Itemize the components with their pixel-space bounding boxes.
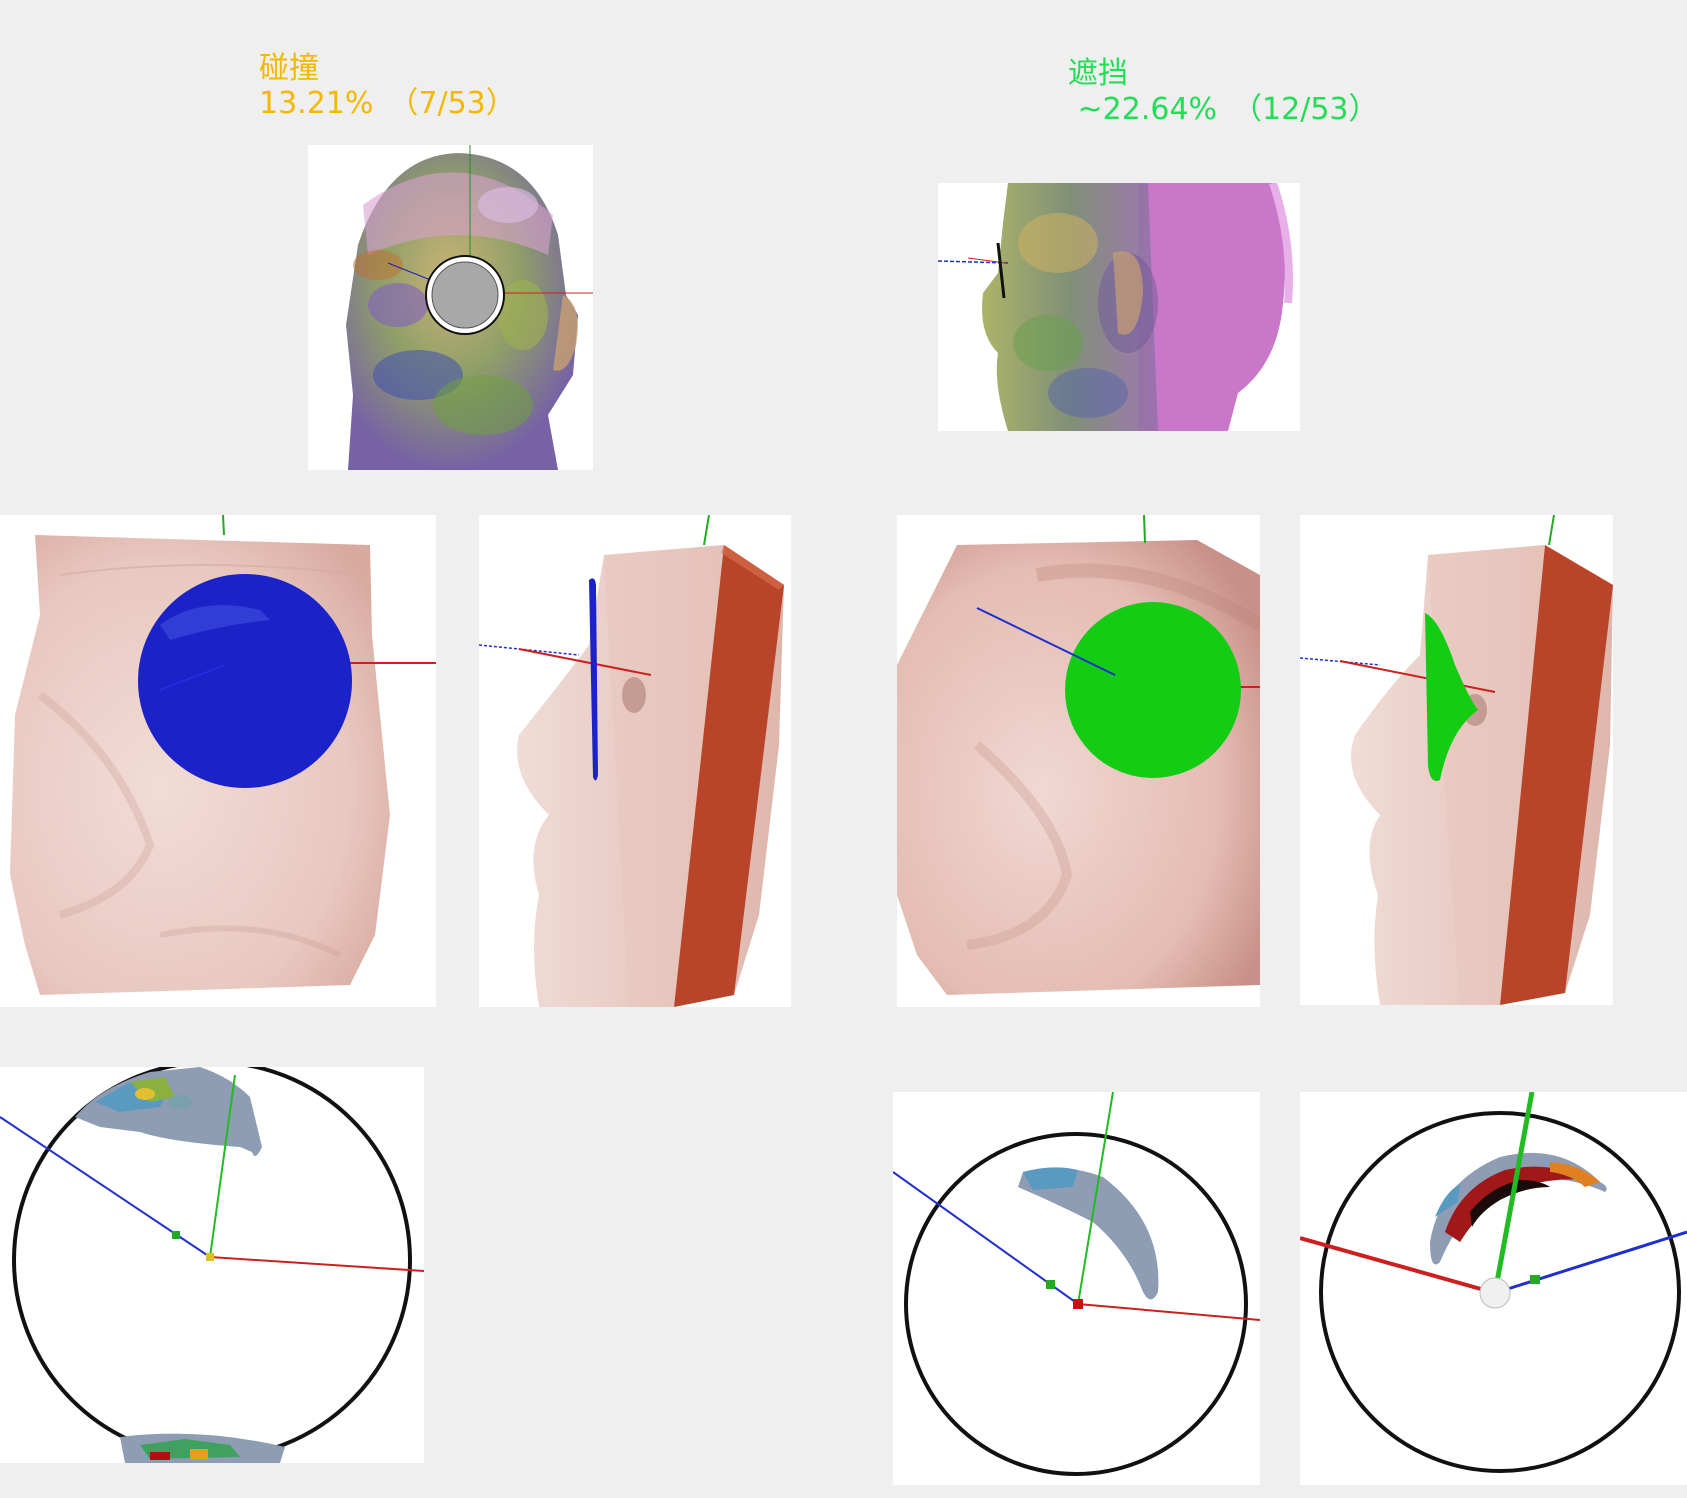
collision-marker-disc: [138, 574, 352, 788]
collision-projection-view: [0, 1067, 424, 1463]
collision-head-front-view: [308, 145, 593, 470]
occlusion-projection-view-a: [893, 1092, 1260, 1485]
occlusion-ratio: ~22.64% （12/53）: [1068, 92, 1379, 127]
occlusion-title: 遮挡: [1068, 56, 1128, 91]
collision-face-front-view: [0, 515, 436, 1007]
occlusion-face-side-view: [1300, 515, 1613, 1005]
occlusion-projection-view-b: [1300, 1092, 1687, 1485]
occlusion-face-front-view: [897, 515, 1260, 1007]
collision-ratio: 13.21% （7/53）: [259, 86, 516, 121]
collision-title: 碰撞: [259, 51, 319, 86]
occlusion-marker-disc: [1065, 602, 1241, 778]
collision-face-side-view: [479, 515, 791, 1007]
occlusion-head-side-view: [938, 183, 1300, 431]
